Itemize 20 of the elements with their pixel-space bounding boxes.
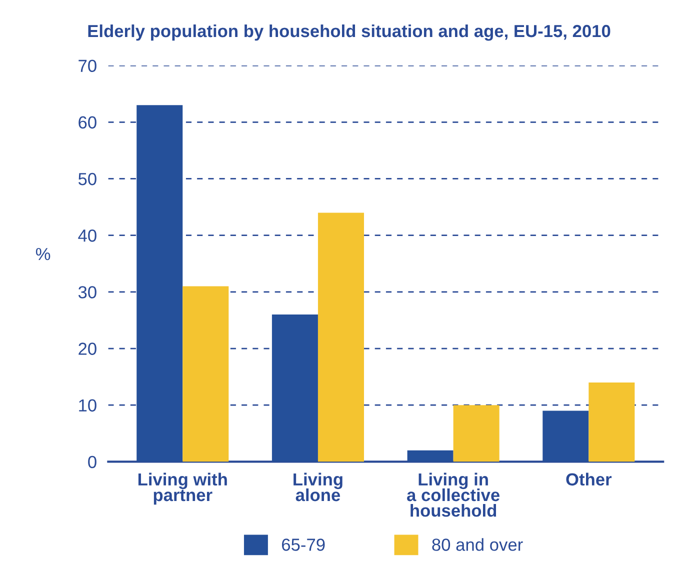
chart-title: Elderly population by household situation and age, EU-15, 2010	[88, 24, 610, 41]
bar	[453, 405, 500, 462]
bar	[588, 382, 635, 462]
y-tick-label: 20	[78, 342, 96, 355]
y-tick-label: 50	[78, 172, 96, 186]
y-tick-label: 10	[79, 399, 96, 412]
y-tick-label: 0	[88, 456, 96, 468]
x-tick-label: Other	[566, 472, 612, 486]
bar	[182, 286, 229, 462]
y-tick-label: 70	[78, 60, 96, 72]
x-tick-label: Living in a collective household	[407, 472, 500, 517]
x-tick-label: Living with partner	[138, 472, 227, 505]
y-tick-label: 60	[78, 116, 96, 129]
bar	[318, 212, 364, 462]
legend-label: 65-79	[282, 538, 325, 551]
legend-label: 80 and over	[432, 538, 523, 551]
y-tick-label: 30	[78, 286, 96, 298]
y-axis-title: %	[36, 248, 50, 260]
x-tick-label: Living alone	[294, 472, 342, 502]
y-tick-label: 40	[78, 229, 96, 242]
